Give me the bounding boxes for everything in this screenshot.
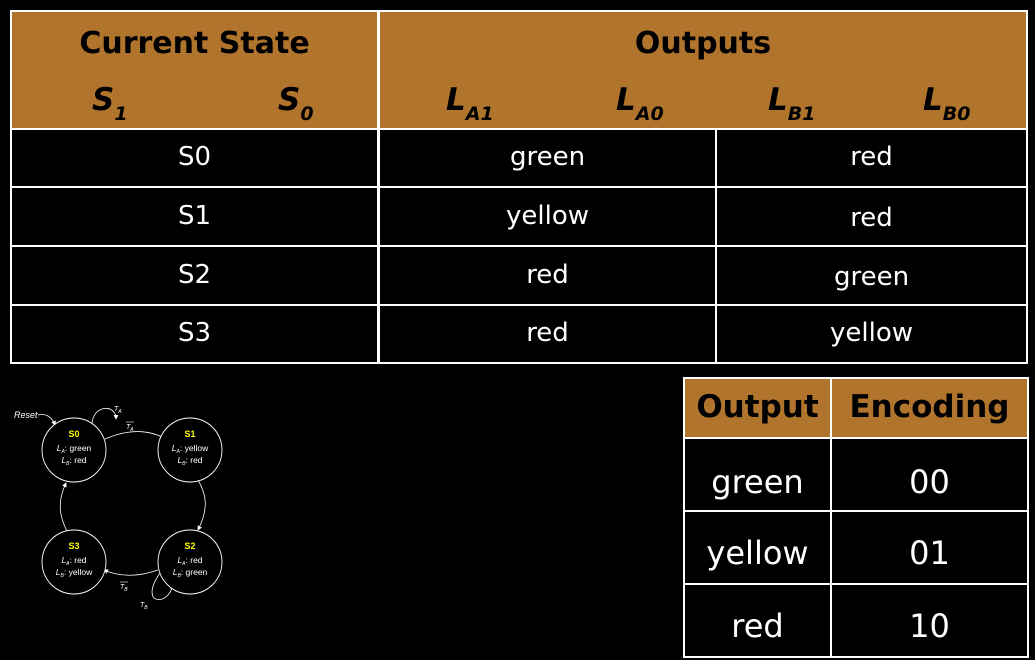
svg-text:LA: red: LA: red — [61, 555, 86, 567]
table-row-la: yellow — [505, 201, 589, 231]
var-s1: S1 — [92, 82, 128, 125]
svg-text:LB: red: LB: red — [177, 455, 202, 467]
s3-to-s0-arrow — [59, 482, 69, 534]
table-row-lb: red — [850, 203, 893, 233]
var-lb0: LB0 — [923, 82, 971, 125]
encoding-column-divider — [830, 379, 832, 656]
output-column-title: Output — [696, 389, 819, 425]
s1-to-s2-arrow — [195, 476, 206, 531]
svg-text:S3: S3 — [68, 541, 79, 551]
row-divider — [12, 304, 1026, 306]
encoding-table: Output Encoding green 00 yellow 01 red 1… — [683, 377, 1029, 658]
s0-loop-label: TA — [114, 406, 122, 415]
row-divider — [12, 245, 1026, 247]
row-divider — [12, 186, 1026, 188]
svg-text:S0: S0 — [68, 429, 79, 439]
encoding-row-divider — [685, 583, 1027, 585]
current-state-title: Current State — [79, 26, 310, 61]
var-la1: LA1 — [446, 82, 494, 125]
s0-self-loop — [91, 408, 119, 426]
fsm-diagram: Reset TA TA TB TB S0 LA: green LB: red S… — [14, 406, 223, 611]
table-row-state: S3 — [177, 318, 212, 348]
s0-to-s1-label: TA — [126, 424, 134, 433]
encoding-row-output: red — [731, 607, 784, 645]
table-row-state: S0 — [177, 142, 212, 172]
s2-to-s3-arrow — [103, 569, 159, 576]
reset-label: Reset — [14, 410, 38, 420]
s2-loop-label: TB — [140, 602, 148, 611]
state-s1: S1 LA: yellow LB: red — [157, 417, 223, 483]
svg-text:LB: red: LB: red — [61, 455, 86, 467]
encoding-table-header — [685, 379, 1027, 437]
table-row-lb: yellow — [829, 318, 913, 348]
state-s3: S3 LA: red LB: yellow — [41, 529, 107, 595]
var-la0: LA0 — [616, 82, 664, 125]
table-row-lb: red — [850, 142, 893, 172]
svg-text:LB: green: LB: green — [173, 567, 208, 579]
state-output-table: Current State Outputs S1 S0 LA1 LA0 LB1 … — [10, 10, 1028, 364]
table-row-state: S1 — [177, 201, 212, 231]
encoding-row-code: 01 — [909, 534, 950, 572]
table-row-la: red — [526, 318, 569, 348]
svg-text:S2: S2 — [184, 541, 195, 551]
table-row-la: red — [526, 260, 569, 290]
reset-arrow — [37, 414, 56, 426]
table-row-state: S2 — [177, 260, 212, 290]
svg-text:LA: yellow: LA: yellow — [172, 443, 209, 455]
table-header — [12, 12, 1026, 130]
table-row-la: green — [509, 142, 586, 172]
outputs-title: Outputs — [634, 26, 772, 61]
encoding-row-output: yellow — [706, 534, 809, 572]
encoding-row-code: 00 — [909, 463, 950, 501]
encoding-column-title: Encoding — [849, 389, 1010, 425]
encoding-header-divider — [685, 437, 1027, 439]
encoding-row-code: 10 — [909, 607, 950, 645]
svg-text:S1: S1 — [184, 429, 195, 439]
svg-text:LB: yellow: LB: yellow — [56, 567, 93, 579]
encoding-row-divider — [685, 510, 1027, 512]
s0-to-s1-arrow — [104, 431, 167, 440]
var-lb1: LB1 — [768, 82, 816, 125]
var-s0: S0 — [278, 82, 314, 125]
encoding-row-output: green — [711, 463, 804, 501]
table-row-lb: green — [833, 262, 910, 292]
svg-text:LA: green: LA: green — [57, 443, 92, 455]
state-s2: S2 LA: red LB: green — [157, 529, 223, 595]
s2-self-loop — [151, 572, 175, 600]
state-s0: S0 LA: green LB: red — [41, 417, 107, 483]
s2-to-s3-label: TB — [120, 584, 128, 593]
svg-text:LA: red: LA: red — [177, 555, 202, 567]
header-divider — [12, 128, 1026, 130]
